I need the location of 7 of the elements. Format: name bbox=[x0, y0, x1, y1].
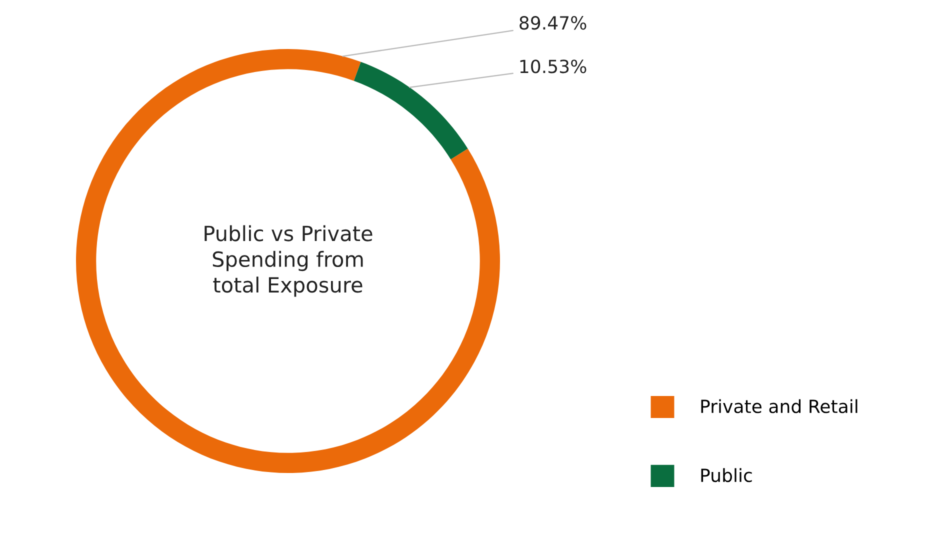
legend-label: Private and Retail bbox=[701, 399, 858, 414]
data-label: 89.47% bbox=[520, 16, 586, 30]
text: Public vs Private Spending from total Exposure bbox=[204, 225, 372, 297]
donut-slice bbox=[76, 49, 500, 473]
donut-slice bbox=[354, 62, 468, 160]
legend-label: Public bbox=[701, 468, 752, 482]
data-label: 10.53% bbox=[520, 60, 586, 74]
